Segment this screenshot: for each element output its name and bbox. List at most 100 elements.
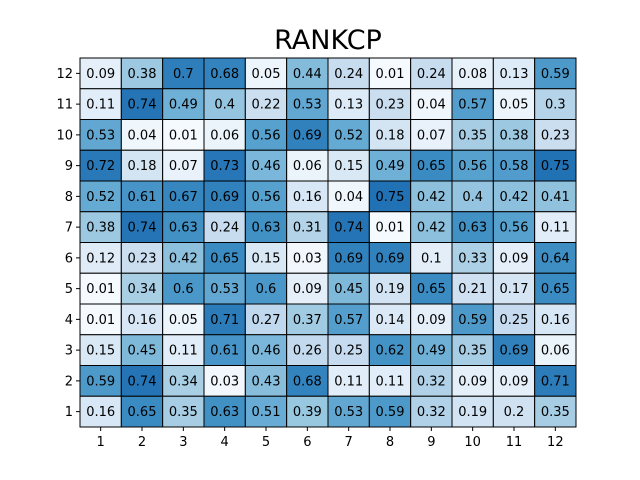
- cell-value-label: 0.67: [169, 190, 198, 205]
- x-tick-label: 12: [547, 435, 564, 450]
- y-tick-label: 4: [65, 313, 73, 328]
- x-tick-label: 7: [345, 435, 353, 450]
- cell-value-label: 0.74: [128, 221, 157, 236]
- cell-value-label: 0.59: [458, 313, 487, 328]
- cell-value-label: 0.45: [334, 282, 363, 297]
- cell-value-label: 0.16: [541, 313, 570, 328]
- heatmap-cell: [534, 395, 577, 428]
- x-tick-label: 1: [97, 435, 105, 450]
- heatmap-cell: [534, 242, 577, 274]
- y-tick-label: 2: [65, 374, 73, 389]
- cell-value-label: 0.52: [86, 190, 115, 205]
- cell-value-label: 0.19: [458, 405, 487, 420]
- cell-value-label: 0.69: [334, 251, 363, 266]
- heatmap-cell: [286, 180, 329, 213]
- cell-value-label: 0.26: [293, 344, 322, 359]
- heatmap-cell: [120, 334, 164, 366]
- heatmap-cell: [120, 303, 164, 336]
- heatmap-cell: [327, 365, 370, 397]
- heatmap-cell: [286, 57, 329, 90]
- x-tick-label: 6: [303, 435, 311, 450]
- cell-value-label: 0.69: [210, 190, 239, 205]
- heatmap-cell: [327, 119, 370, 151]
- y-tick-label: 7: [65, 221, 73, 236]
- heatmap-cell: [286, 242, 329, 274]
- cell-value-label: 0.34: [169, 374, 198, 389]
- heatmap-cell: [120, 395, 164, 428]
- x-tick-label: 5: [262, 435, 270, 450]
- heatmap-cell: [286, 149, 329, 182]
- cell-value-label: 0.07: [169, 159, 198, 174]
- heatmap-cell: [327, 272, 370, 305]
- cell-value-label: 0.57: [334, 313, 363, 328]
- cell-value-label: 0.58: [500, 159, 529, 174]
- cell-value-label: 0.06: [541, 344, 570, 359]
- x-tick-label: 9: [427, 435, 435, 450]
- cell-value-label: 0.42: [417, 190, 446, 205]
- cell-value-label: 0.65: [541, 282, 570, 297]
- cell-value-label: 0.39: [293, 405, 322, 420]
- y-axis-ticks: 12 11 10 9 8 7 6 5 4 3 2 1: [56, 67, 80, 420]
- cell-value-label: 0.05: [169, 313, 198, 328]
- cell-value-label: 0.68: [293, 374, 322, 389]
- cell-value-label: 0.72: [86, 159, 115, 174]
- cell-value-label: 0.15: [252, 251, 281, 266]
- cell-value-label: 0.7: [173, 67, 194, 82]
- heatmap-cell: [203, 211, 246, 243]
- cell-value-label: 0.42: [500, 190, 529, 205]
- cell-value-label: 0.09: [458, 374, 487, 389]
- cell-value-label: 0.14: [376, 313, 405, 328]
- y-tick-label: 3: [65, 344, 73, 359]
- cell-value-label: 0.13: [334, 98, 363, 113]
- cell-value-label: 0.1: [421, 251, 442, 266]
- cell-value-label: 0.56: [500, 221, 529, 236]
- heatmap-cell: [203, 334, 246, 366]
- heatmap-cell: [368, 88, 412, 120]
- heatmap-cell: [286, 365, 329, 397]
- cell-value-label: 0.24: [417, 67, 446, 82]
- heatmap-cells: 0.09 0.38 0.7 0.68 0.05 0.44 0.24 0.01 0.24 0.08 0…: [79, 57, 577, 428]
- cell-value-label: 0.6: [173, 282, 194, 297]
- cell-value-label: 0.56: [458, 159, 487, 174]
- heatmap-cell: [492, 395, 536, 428]
- cell-value-label: 0.59: [376, 405, 405, 420]
- heatmap-cell: [120, 365, 164, 397]
- cell-value-label: 0.23: [376, 98, 405, 113]
- cell-value-label: 0.4: [214, 98, 235, 113]
- heatmap-cell: [534, 57, 577, 90]
- y-tick-label: 10: [56, 128, 73, 143]
- cell-value-label: 0.53: [293, 98, 322, 113]
- cell-value-label: 0.44: [293, 67, 322, 82]
- cell-value-label: 0.46: [252, 344, 281, 359]
- cell-value-label: 0.63: [169, 221, 198, 236]
- heatmap-cell: [451, 57, 494, 90]
- x-tick-label: 4: [221, 435, 229, 450]
- heatmap-cell: [244, 272, 288, 305]
- cell-value-label: 0.01: [376, 221, 405, 236]
- cell-value-label: 0.71: [210, 313, 239, 328]
- cell-value-label: 0.63: [210, 405, 239, 420]
- heatmap-cell: [410, 211, 453, 243]
- cell-value-label: 0.11: [541, 221, 570, 236]
- x-tick-label: 10: [464, 435, 481, 450]
- heatmap-cell: [327, 242, 370, 274]
- heatmap-cell: [451, 211, 494, 243]
- heatmap-cell: [79, 365, 122, 397]
- cell-value-label: 0.75: [376, 190, 405, 205]
- cell-value-label: 0.65: [417, 282, 446, 297]
- heatmap-cell: [368, 365, 412, 397]
- heatmap-cell: [368, 57, 412, 90]
- heatmap-cell: [244, 180, 288, 213]
- cell-value-label: 0.07: [417, 128, 446, 143]
- heatmap-cell: [492, 272, 536, 305]
- heatmap-cell: [451, 88, 494, 120]
- cell-value-label: 0.31: [293, 221, 322, 236]
- cell-value-label: 0.13: [500, 67, 529, 82]
- cell-value-label: 0.11: [376, 374, 405, 389]
- heatmap-cell: [451, 149, 494, 182]
- cell-value-label: 0.38: [500, 128, 529, 143]
- heatmap-cell: [368, 334, 412, 366]
- heatmap-cell: [492, 334, 536, 366]
- heatmap-cell: [162, 242, 205, 274]
